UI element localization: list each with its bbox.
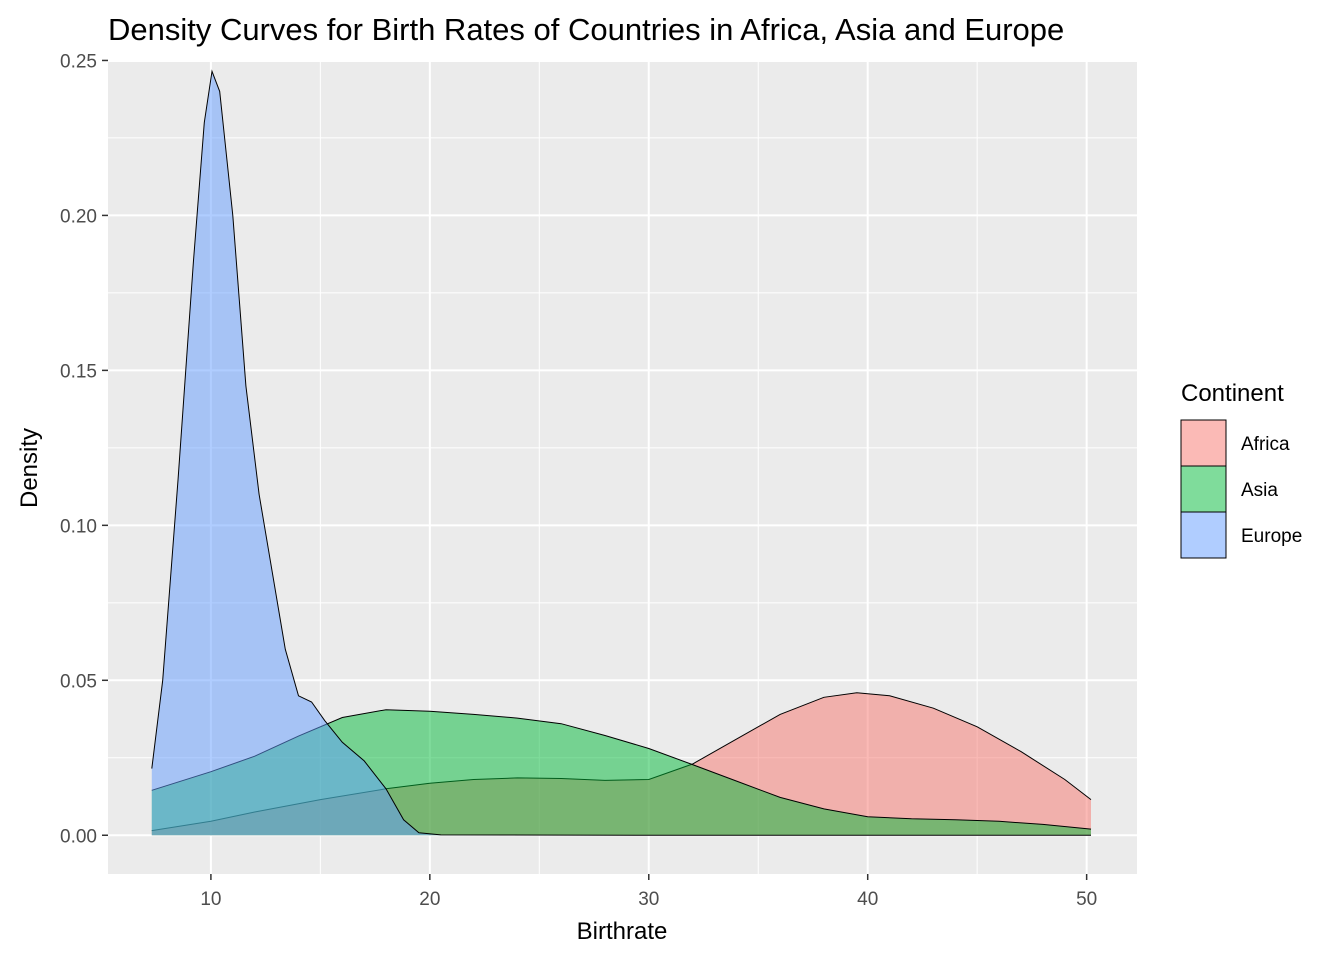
chart-title: Density Curves for Birth Rates of Countr… — [108, 12, 1064, 47]
y-axis: 0.00 0.05 0.10 0.15 0.20 0.25 — [60, 51, 108, 847]
y-tick-label: 0.05 — [60, 671, 97, 692]
x-axis-title: Birthrate — [577, 918, 668, 945]
y-tick-label: 0.15 — [60, 361, 97, 382]
x-tick-label: 50 — [1076, 889, 1097, 910]
legend-label-africa: Africa — [1241, 434, 1290, 455]
legend-key-europe — [1180, 511, 1227, 559]
legend: Continent Africa Asia Europe — [1180, 380, 1302, 559]
x-axis: 10 20 30 40 50 — [200, 874, 1097, 910]
legend-key-africa — [1180, 419, 1227, 467]
legend-label-europe: Europe — [1241, 526, 1302, 547]
legend-title: Continent — [1181, 380, 1284, 407]
y-axis-title: Density — [16, 428, 43, 508]
x-tick-label: 30 — [638, 889, 659, 910]
y-tick-label: 0.10 — [60, 516, 97, 537]
density-areas — [151, 69, 1092, 836]
y-tick-label: 0.00 — [60, 826, 97, 847]
x-tick-label: 40 — [857, 889, 878, 910]
grid-minor — [108, 62, 1137, 874]
legend-key-asia — [1180, 465, 1227, 513]
x-tick-label: 10 — [200, 889, 221, 910]
density-area-europe — [151, 71, 1092, 836]
legend-label-asia: Asia — [1241, 480, 1278, 501]
x-tick-label: 20 — [419, 889, 440, 910]
y-tick-label: 0.20 — [60, 206, 97, 227]
density-curve-europe — [151, 69, 1091, 836]
y-tick-label: 0.25 — [60, 51, 97, 72]
